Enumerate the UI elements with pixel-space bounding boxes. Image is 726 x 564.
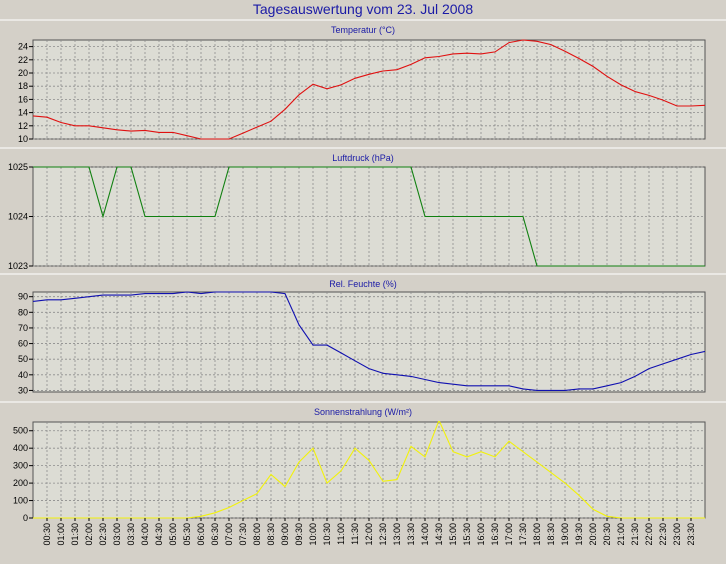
series-line — [33, 291, 705, 391]
x-tick-label: 19:30 — [574, 523, 584, 546]
x-tick-label: 18:00 — [532, 523, 542, 546]
y-tick-label: 1025 — [8, 162, 28, 172]
x-tick-label: 14:00 — [420, 523, 430, 546]
y-tick-label: 0 — [23, 513, 28, 523]
y-tick-label: 18 — [18, 81, 28, 91]
y-tick-label: 22 — [18, 55, 28, 65]
y-tick-label: 60 — [18, 339, 28, 349]
x-tick-label: 22:00 — [644, 523, 654, 546]
x-tick-label: 17:00 — [504, 523, 514, 546]
series-line — [33, 39, 705, 140]
y-tick-label: 1023 — [8, 261, 28, 271]
y-tick-label: 300 — [13, 461, 28, 471]
x-tick-label: 16:30 — [490, 523, 500, 546]
x-tick-label: 13:00 — [392, 523, 402, 546]
y-tick-label: 10 — [18, 134, 28, 144]
y-tick-label: 24 — [18, 42, 28, 52]
y-tick-label: 200 — [13, 478, 28, 488]
y-tick-label: 400 — [13, 443, 28, 453]
x-tick-label: 07:00 — [224, 523, 234, 546]
x-tick-label: 12:00 — [364, 523, 374, 546]
y-tick-label: 16 — [18, 94, 28, 104]
x-tick-label: 11:00 — [336, 523, 346, 545]
x-tick-label: 00:30 — [42, 523, 52, 546]
x-tick-label: 15:00 — [448, 523, 458, 546]
y-tick-label: 80 — [18, 307, 28, 317]
x-tick-label: 10:00 — [308, 523, 318, 546]
series-line — [33, 166, 705, 267]
y-tick-label: 40 — [18, 370, 28, 380]
y-tick-label: 14 — [18, 108, 28, 118]
x-tick-label: 21:00 — [616, 523, 626, 546]
x-tick-label: 08:00 — [252, 523, 262, 546]
x-tick-label: 14:30 — [434, 523, 444, 546]
x-tick-label: 18:30 — [546, 523, 556, 546]
x-tick-label: 01:30 — [70, 523, 80, 546]
y-tick-label: 20 — [18, 68, 28, 78]
x-tick-label: 23:30 — [686, 523, 696, 546]
y-tick-label: 50 — [18, 354, 28, 364]
x-tick-label: 09:00 — [280, 523, 290, 546]
x-tick-label: 08:30 — [266, 523, 276, 546]
x-tick-label: 06:00 — [196, 523, 206, 546]
x-tick-label: 06:30 — [210, 523, 220, 546]
x-tick-label: 04:00 — [140, 523, 150, 546]
x-tick-label: 20:30 — [602, 523, 612, 546]
report-title: Tagesauswertung vom 23. Jul 2008 — [252, 1, 474, 17]
x-tick-label: 22:30 — [658, 523, 668, 546]
y-tick-label: 1024 — [8, 212, 28, 222]
y-tick-label: 70 — [18, 323, 28, 333]
panel-title: Temperatur (°C) — [331, 25, 395, 35]
x-tick-label: 15:30 — [462, 523, 472, 546]
x-tick-label: 19:00 — [560, 523, 570, 546]
y-tick-label: 30 — [18, 385, 28, 395]
x-tick-label: 01:00 — [56, 523, 66, 546]
x-tick-label: 09:30 — [294, 523, 304, 546]
x-tick-label: 12:30 — [378, 523, 388, 546]
y-tick-label: 500 — [13, 426, 28, 436]
x-tick-label: 04:30 — [154, 523, 164, 546]
x-tick-label: 21:30 — [630, 523, 640, 546]
panel-title: Rel. Feuchte (%) — [329, 279, 397, 289]
y-tick-label: 100 — [13, 496, 28, 506]
x-tick-label: 05:00 — [168, 523, 178, 546]
x-tick-label: 13:30 — [406, 523, 416, 546]
x-tick-label: 03:30 — [126, 523, 136, 546]
x-tick-label: 02:30 — [98, 523, 108, 546]
x-tick-label: 02:00 — [84, 523, 94, 546]
panel-title: Luftdruck (hPa) — [332, 153, 394, 163]
x-tick-label: 11:30 — [350, 523, 360, 545]
x-tick-label: 16:00 — [476, 523, 486, 546]
x-tick-label: 23:00 — [672, 523, 682, 546]
x-tick-label: 05:30 — [182, 523, 192, 546]
y-tick-label: 12 — [18, 121, 28, 131]
panel-title: Sonnenstrahlung (W/m²) — [314, 407, 412, 417]
x-tick-label: 07:30 — [238, 523, 248, 546]
x-tick-label: 10:30 — [322, 523, 332, 546]
x-tick-label: 20:00 — [588, 523, 598, 546]
x-tick-label: 03:00 — [112, 523, 122, 546]
x-tick-label: 17:30 — [518, 523, 528, 546]
y-tick-label: 90 — [18, 292, 28, 302]
